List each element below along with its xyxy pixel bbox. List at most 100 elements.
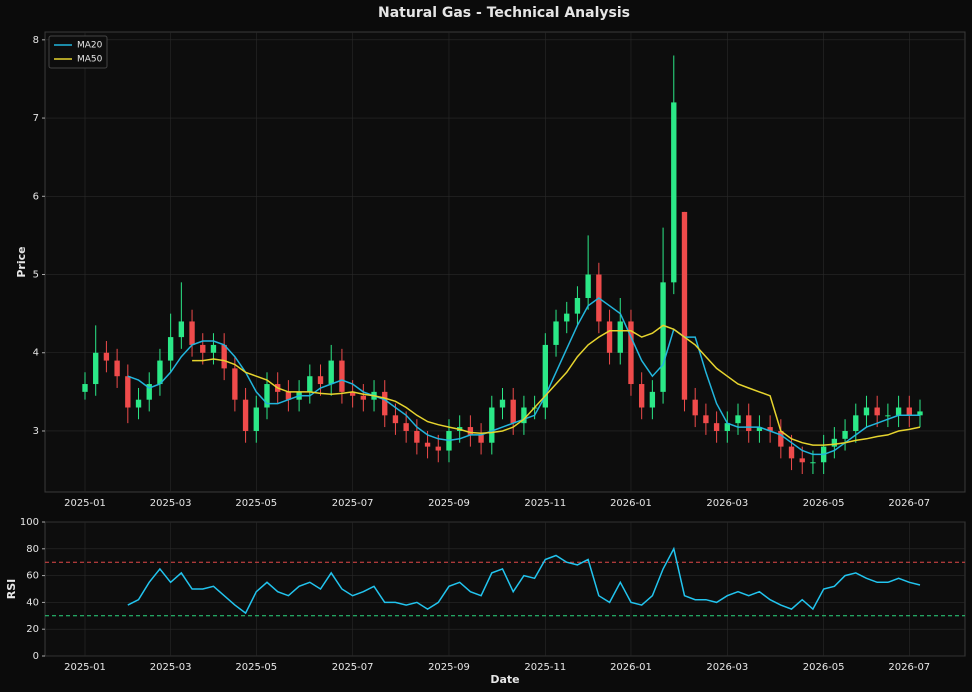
x-tick-label: 2025-07 [332,498,374,509]
x-tick-label: 2026-01 [610,498,652,509]
candle-body [382,391,388,416]
candle-body [221,344,227,369]
candle-body [778,430,784,447]
candle-body [917,411,923,416]
x-tick-label: 2025-09 [428,662,470,673]
candle-body [242,399,249,431]
y-tick-label: 8 [33,35,39,46]
x-tick-label: 2025-05 [235,662,277,673]
candle-body [735,415,741,424]
x-tick-label: 2026-07 [888,662,930,673]
candle-body [253,407,259,431]
candle-body [521,407,527,424]
candle-body [403,423,409,431]
candle-body [895,407,902,416]
candle-body [853,415,859,431]
candle-body [617,321,623,353]
candle-body [692,399,698,416]
candle-body [82,384,88,392]
candle-body [210,344,217,353]
y-axis-label: Price [15,246,28,277]
candle-body [435,446,441,451]
y-axis-label: RSI [5,579,18,600]
candle-body [553,321,559,345]
candle-body [906,407,912,416]
x-tick-label: 2025-11 [524,662,566,673]
candle-body [863,407,870,416]
legend-label: MA50 [77,55,103,65]
x-tick-label: 2026-05 [803,662,845,673]
candle-body [392,415,399,424]
x-tick-label: 2025-03 [150,662,192,673]
candle-body [767,427,773,431]
y-tick-label: 40 [26,597,39,608]
y-tick-label: 60 [26,571,39,582]
candle-body [746,415,752,431]
y-tick-label: 80 [26,544,39,555]
candle-body [724,423,730,431]
x-tick-label: 2026-01 [610,662,652,673]
candle-body [103,352,110,361]
x-tick-label: 2025-05 [235,498,277,509]
candle-body [628,321,634,385]
candle-body [167,337,174,361]
candle-body [467,427,474,435]
candle-body [638,384,645,408]
legend-label: MA20 [77,41,103,51]
x-tick-label: 2025-01 [64,662,106,673]
x-tick-label: 2025-01 [64,498,106,509]
x-tick-label: 2025-03 [150,498,192,509]
candle-body [510,399,516,424]
candle-body [478,434,484,443]
candle-body [328,360,334,385]
candle-body [178,321,185,338]
ma-line [192,324,921,446]
candle-body [360,395,367,400]
candle-body [125,376,131,408]
rsi-line [127,546,921,615]
candle-body [713,423,720,431]
x-tick-label: 2026-05 [803,498,845,509]
y-tick-label: 20 [26,624,39,635]
candle-body [157,360,163,385]
candle-body [93,352,99,385]
plot-area [44,521,966,657]
y-tick-label: 6 [33,191,39,202]
candle-body [542,344,548,408]
candle-body [842,430,848,439]
candle-body [564,313,570,322]
candle-body [649,391,656,408]
candle-body [317,376,324,385]
candle-body [414,430,420,443]
candle-body [788,446,795,459]
candle-body [799,458,805,463]
candle-body [703,415,709,424]
x-tick-label: 2026-03 [706,662,748,673]
candle-body [810,462,816,464]
candle-body [114,360,120,377]
candle-body [189,321,195,345]
y-tick-label: 0 [33,651,39,662]
candle-body [660,282,666,392]
y-tick-label: 3 [33,426,39,437]
candle-body [424,442,431,447]
candle-body [671,102,677,283]
candle-body [489,407,495,443]
candle-body [285,391,292,400]
candle-body [307,376,313,392]
y-tick-label: 4 [33,348,39,359]
candle-body [606,321,613,353]
candle-body [585,274,591,298]
x-tick-label: 2025-07 [332,662,374,673]
chart-title: Natural Gas - Technical Analysis [378,5,630,21]
candle-body [574,297,581,314]
candle-body [232,368,238,400]
candle-body [831,438,838,447]
legend-box [48,35,108,69]
x-tick-label: 2026-03 [706,498,748,509]
plot-area [44,31,966,493]
candle-body [264,384,270,408]
candle-body [349,391,356,396]
candle-body [499,399,506,408]
